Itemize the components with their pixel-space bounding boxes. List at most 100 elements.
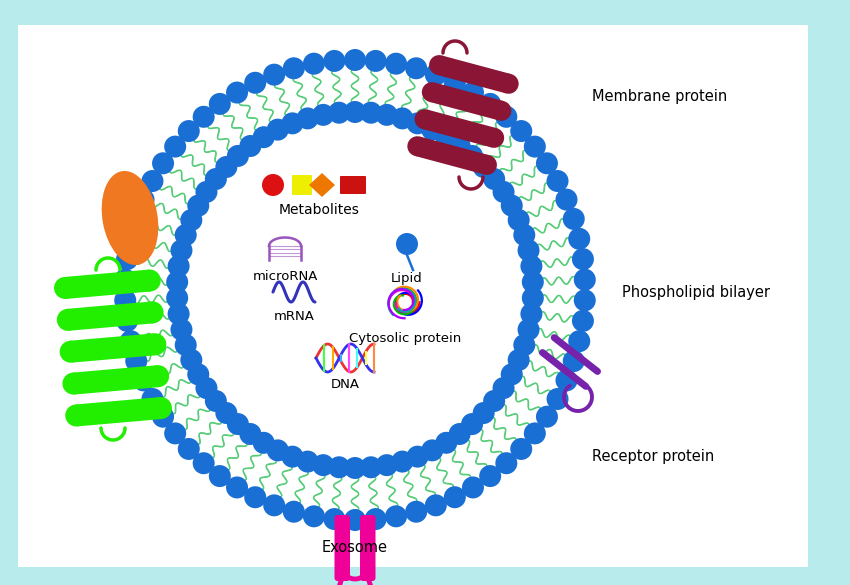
Ellipse shape [376, 104, 398, 126]
Ellipse shape [520, 255, 542, 277]
Ellipse shape [499, 74, 518, 94]
Ellipse shape [264, 64, 286, 85]
Ellipse shape [385, 505, 407, 527]
Ellipse shape [522, 287, 544, 309]
Ellipse shape [244, 72, 266, 94]
Ellipse shape [227, 145, 249, 167]
Ellipse shape [556, 188, 577, 211]
Ellipse shape [483, 390, 505, 412]
Polygon shape [64, 270, 150, 299]
Ellipse shape [479, 465, 502, 487]
Polygon shape [72, 365, 159, 394]
Ellipse shape [178, 438, 200, 460]
Polygon shape [70, 333, 156, 363]
Ellipse shape [147, 365, 169, 387]
Ellipse shape [323, 508, 345, 530]
Ellipse shape [422, 119, 443, 140]
Ellipse shape [187, 195, 209, 216]
Ellipse shape [435, 126, 457, 148]
Ellipse shape [323, 50, 345, 72]
Ellipse shape [142, 301, 163, 324]
Polygon shape [437, 56, 511, 94]
Ellipse shape [167, 303, 190, 325]
Ellipse shape [120, 228, 142, 250]
Ellipse shape [522, 271, 544, 293]
FancyBboxPatch shape [360, 515, 376, 581]
Ellipse shape [462, 81, 484, 104]
Ellipse shape [344, 457, 366, 479]
Text: microRNA: microRNA [252, 270, 318, 283]
Ellipse shape [462, 476, 484, 498]
Ellipse shape [54, 277, 76, 299]
Ellipse shape [196, 377, 218, 399]
Ellipse shape [520, 303, 542, 325]
Ellipse shape [114, 269, 136, 291]
Ellipse shape [360, 456, 382, 479]
Ellipse shape [422, 439, 443, 462]
Polygon shape [415, 136, 490, 174]
Ellipse shape [244, 486, 266, 508]
Ellipse shape [102, 171, 158, 265]
Ellipse shape [491, 101, 512, 121]
Ellipse shape [227, 413, 249, 435]
Ellipse shape [365, 508, 387, 530]
Ellipse shape [281, 446, 303, 467]
Text: Lipid: Lipid [391, 272, 422, 285]
Ellipse shape [283, 57, 305, 80]
Ellipse shape [391, 108, 413, 129]
Circle shape [262, 174, 284, 196]
Ellipse shape [344, 509, 366, 531]
Ellipse shape [574, 269, 596, 291]
Ellipse shape [205, 390, 227, 412]
Ellipse shape [507, 349, 530, 371]
FancyBboxPatch shape [335, 515, 350, 581]
Ellipse shape [171, 319, 192, 340]
Ellipse shape [264, 494, 286, 517]
Ellipse shape [492, 377, 514, 399]
Ellipse shape [405, 501, 428, 523]
Ellipse shape [60, 340, 82, 363]
Ellipse shape [406, 112, 428, 135]
Ellipse shape [547, 388, 569, 410]
Ellipse shape [303, 53, 325, 75]
Ellipse shape [193, 106, 215, 128]
Ellipse shape [312, 104, 334, 126]
Ellipse shape [180, 209, 202, 231]
Ellipse shape [415, 109, 434, 129]
Ellipse shape [473, 156, 495, 178]
Ellipse shape [556, 369, 577, 391]
Ellipse shape [252, 126, 275, 148]
Ellipse shape [536, 152, 558, 174]
Ellipse shape [167, 271, 188, 293]
Ellipse shape [152, 406, 174, 428]
Ellipse shape [281, 112, 303, 135]
Polygon shape [76, 397, 162, 426]
Ellipse shape [563, 350, 585, 372]
Text: Cytosolic protein: Cytosolic protein [348, 332, 461, 345]
Ellipse shape [507, 209, 530, 231]
Ellipse shape [240, 423, 261, 445]
Ellipse shape [114, 290, 136, 311]
Ellipse shape [120, 330, 142, 352]
Ellipse shape [407, 136, 428, 156]
Ellipse shape [141, 388, 163, 410]
Circle shape [396, 233, 418, 255]
Ellipse shape [187, 363, 209, 386]
Ellipse shape [360, 102, 382, 123]
Ellipse shape [116, 310, 138, 332]
Ellipse shape [226, 81, 248, 104]
Ellipse shape [536, 406, 558, 428]
Ellipse shape [283, 501, 305, 523]
Text: Exosome: Exosome [322, 540, 388, 555]
Polygon shape [422, 109, 496, 147]
Ellipse shape [449, 423, 471, 445]
Ellipse shape [477, 155, 497, 175]
Ellipse shape [133, 369, 155, 391]
Ellipse shape [215, 156, 237, 178]
Ellipse shape [297, 450, 319, 473]
Ellipse shape [152, 152, 174, 174]
Ellipse shape [461, 413, 483, 435]
Ellipse shape [175, 224, 196, 246]
Ellipse shape [422, 82, 442, 102]
Ellipse shape [133, 188, 155, 211]
